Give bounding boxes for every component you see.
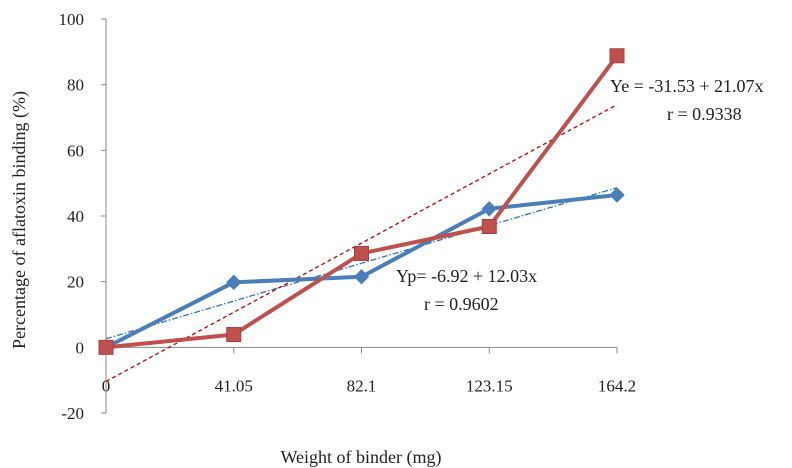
- equation-e: Ye = -31.53 + 21.07x: [610, 76, 763, 96]
- x-tick-label: 0: [102, 376, 111, 395]
- x-tick-label: 123.15: [466, 376, 513, 395]
- point-p: [226, 274, 242, 291]
- trendline-p: [105, 187, 618, 340]
- point-p: [609, 187, 625, 203]
- equation-p: Yp= -6.92 + 12.03x: [396, 266, 537, 286]
- y-tick-label: 0: [76, 338, 85, 357]
- x-tick-label: 82.1: [347, 376, 377, 395]
- point-e: [98, 339, 114, 355]
- r-value-e: r = 0.9338: [667, 104, 742, 124]
- x-axis-title: Weight of binder (mg): [280, 447, 441, 468]
- y-tick-label: 100: [59, 10, 85, 29]
- x-tick-label: 41.05: [215, 376, 253, 395]
- point-e: [354, 245, 369, 261]
- trendline-e: [105, 104, 618, 383]
- r-value-p: r = 0.9602: [424, 294, 499, 314]
- y-tick-label: 40: [67, 207, 84, 226]
- series-lines: [104, 53, 619, 350]
- y-tick-label: 20: [67, 273, 84, 292]
- point-e: [481, 219, 497, 235]
- trendlines: [105, 104, 618, 383]
- point-p: [353, 269, 370, 285]
- y-tick-label: -20: [61, 404, 84, 423]
- y-tick-label: 80: [67, 76, 84, 95]
- axes: -20 0 20 40 60 80 100 0 41.05 82.1 123.15 164.2: [59, 10, 637, 423]
- markers: [98, 48, 625, 356]
- point-p: [481, 201, 497, 217]
- point-e: [609, 48, 625, 64]
- y-tick-label: 60: [67, 141, 84, 160]
- x-tick-label: 164.2: [598, 376, 636, 395]
- point-e: [226, 327, 242, 343]
- y-axis-title: Percentage of aflatoxin binding (%): [9, 91, 30, 349]
